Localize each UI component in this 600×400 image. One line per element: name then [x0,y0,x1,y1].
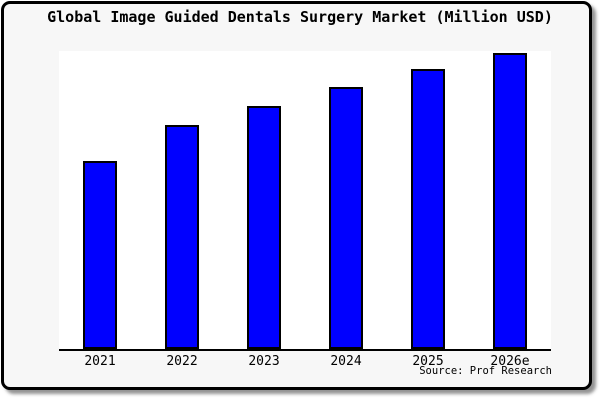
bar-2026e [493,52,527,349]
x-tick-label-2023: 2023 [248,354,280,369]
x-tick-label-2024: 2024 [330,354,362,369]
bar-slot [305,51,387,349]
x-axis-labels: 2021 2022 2023 2024 2025 2026e [59,354,551,369]
bar-slot [59,51,141,349]
bar-slot [469,51,551,349]
plot-area [59,51,551,351]
bar-slot [387,51,469,349]
bar-2025 [411,68,445,349]
x-tick-label-2022: 2022 [166,354,198,369]
bar-slot [141,51,223,349]
x-tick-label-2026e: 2026e [490,354,530,369]
chart-region: 2021 2022 2023 2024 2025 2026e [59,51,551,369]
bar-2024 [329,86,363,349]
x-tick-label-2025: 2025 [412,354,444,369]
bar-2021 [83,161,117,349]
source-attribution: Source: Prof Research [419,365,552,377]
bar-2022 [165,124,199,349]
x-tick-label-2021: 2021 [84,354,116,369]
chart-title: Global Image Guided Dentals Surgery Mark… [47,8,553,26]
bar-slot [223,51,305,349]
bar-2023 [247,105,281,349]
